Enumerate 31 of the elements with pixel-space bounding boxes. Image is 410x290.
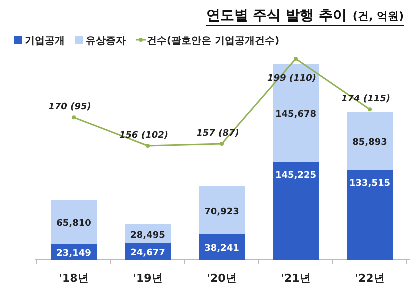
point [368, 108, 372, 112]
legend-label: 기업공개 [25, 36, 65, 47]
x-tick-label: '19년 [133, 272, 163, 285]
data-label: 28,495 [130, 230, 166, 241]
bar [273, 162, 319, 260]
point [72, 116, 76, 120]
data-label: 145,225 [276, 171, 316, 182]
x-tick-label: '21년 [281, 272, 311, 285]
bar [347, 112, 393, 170]
x-tick-label: '22년 [355, 272, 385, 285]
x-tick-label: '18년 [59, 272, 89, 285]
bar [51, 200, 97, 244]
legend-label: 유상증자 [86, 36, 126, 47]
x-tick-label: '20년 [207, 272, 237, 285]
chart-title: 연도별 주식 발행 추이 [206, 8, 347, 24]
data-label: 23,149 [56, 249, 92, 260]
data-label: 133,515 [350, 179, 390, 190]
point [220, 142, 224, 146]
data-label: 65,810 [56, 219, 92, 230]
data-label: 24,677 [130, 248, 166, 259]
chart-subtitle: (건, 억원) [352, 10, 404, 23]
data-label: 70,923 [204, 207, 240, 218]
data-label: 145,678 [276, 110, 316, 120]
bar [199, 186, 245, 234]
data-label: 170 (95) [48, 102, 92, 113]
legend-label: 건수(괄호안은 기업공개건수) [147, 36, 280, 47]
data-label: 38,241 [204, 244, 240, 254]
data-label: 85,893 [352, 138, 388, 148]
point [146, 144, 150, 148]
bar [347, 170, 393, 260]
data-label: 156 (102) [120, 131, 168, 141]
